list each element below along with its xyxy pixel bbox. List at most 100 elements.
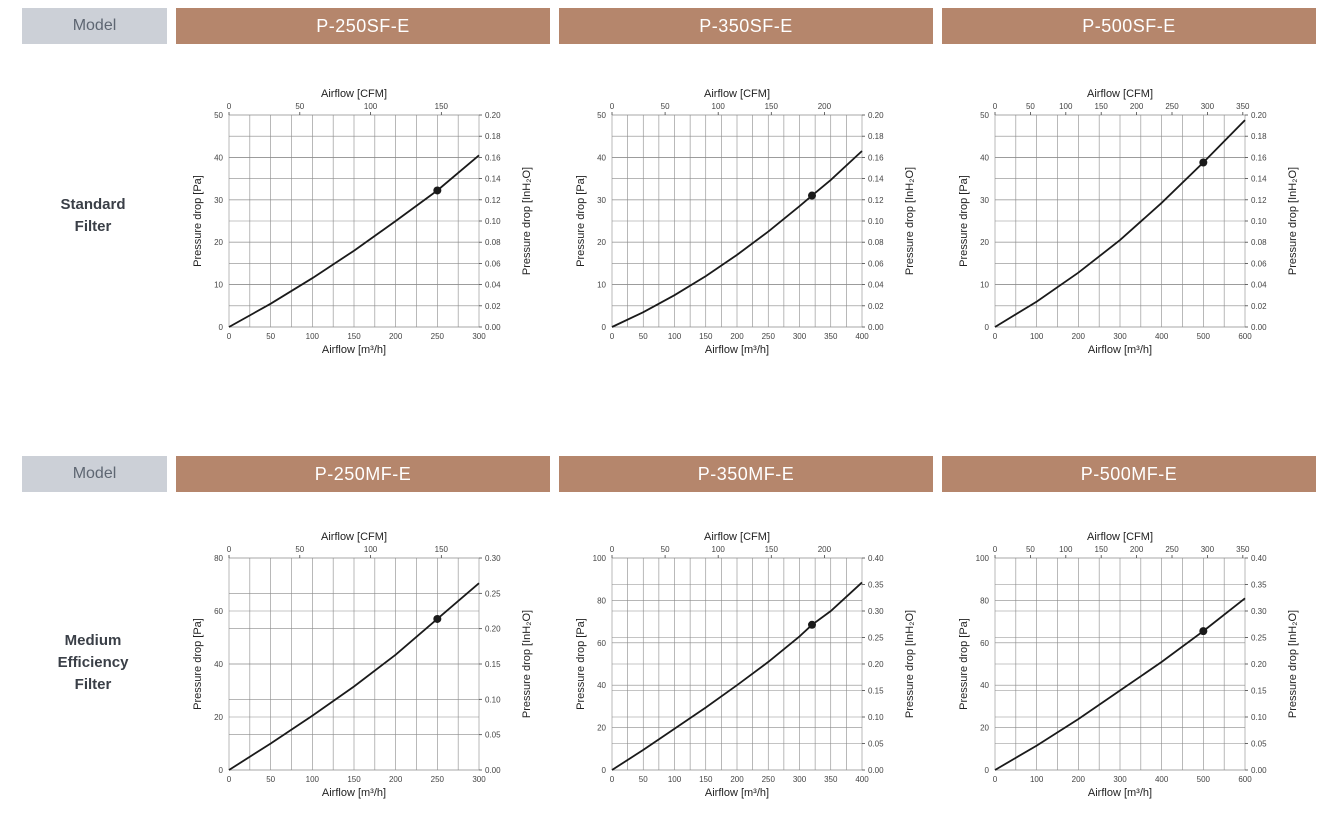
- x-tick-label: 200: [730, 775, 744, 784]
- y-tick-label: 0: [985, 323, 990, 332]
- y2-axis-title: Pressure drop [InH₂O]: [1287, 610, 1299, 718]
- y2-tick-label: 0.40: [1251, 554, 1267, 563]
- y-tick-label: 20: [214, 238, 223, 247]
- x-tick-label: 200: [389, 332, 403, 341]
- y-tick-label: 100: [976, 554, 990, 563]
- y-tick-label: 60: [980, 639, 989, 648]
- product-header-p500mf: P-500MF-E: [942, 456, 1316, 492]
- x-tick-label: 500: [1197, 332, 1211, 341]
- x-tick-label: 350: [824, 775, 838, 784]
- y2-tick-label: 0.18: [485, 132, 501, 141]
- row-label-line: Filter: [74, 676, 112, 693]
- x2-tick-label: 150: [765, 102, 779, 111]
- y-tick-label: 50: [597, 111, 606, 120]
- x2-tick-label: 150: [1095, 102, 1109, 111]
- x-tick-label: 600: [1238, 332, 1252, 341]
- y2-tick-label: 0.06: [868, 259, 884, 268]
- x-tick-label: 200: [1072, 332, 1086, 341]
- pressure-curve: [611, 150, 863, 328]
- y2-axis-title: Pressure drop [InH₂O]: [904, 610, 916, 718]
- y2-tick-label: 0.15: [868, 687, 884, 696]
- y-tick-label: 40: [597, 153, 606, 162]
- y-tick-label: 20: [214, 713, 223, 722]
- x-tick-label: 300: [472, 775, 486, 784]
- y2-tick-label: 0.30: [868, 607, 884, 616]
- x-tick-label: 0: [610, 332, 615, 341]
- y-tick-label: 40: [980, 681, 989, 690]
- x-tick-label: 250: [431, 332, 445, 341]
- y2-tick-label: 0.30: [1251, 607, 1267, 616]
- x-tick-label: 100: [306, 775, 320, 784]
- y2-tick-label: 0.30: [485, 554, 501, 563]
- y2-tick-label: 0.10: [868, 217, 884, 226]
- y-tick-label: 20: [597, 238, 606, 247]
- x-axis-title: Airflow [m³/h]: [705, 787, 769, 799]
- x-axis-title: Airflow [m³/h]: [322, 344, 386, 356]
- y-tick-label: 10: [597, 281, 606, 290]
- x-tick-label: 150: [699, 775, 713, 784]
- y-axis-title: Pressure drop [Pa]: [958, 175, 970, 267]
- x2-tick-label: 100: [1059, 545, 1073, 554]
- y-tick-label: 40: [214, 660, 223, 669]
- x2-tick-label: 100: [364, 102, 378, 111]
- x-tick-label: 150: [347, 775, 361, 784]
- y-tick-label: 20: [980, 238, 989, 247]
- x-tick-label: 0: [610, 775, 615, 784]
- x-tick-label: 150: [347, 332, 361, 341]
- y-tick-label: 30: [980, 196, 989, 205]
- x-tick-label: 100: [306, 332, 320, 341]
- x2-tick-label: 150: [435, 545, 449, 554]
- x2-tick-label: 0: [610, 545, 615, 554]
- x-axis-title: Airflow [m³/h]: [1088, 787, 1152, 799]
- y-tick-label: 30: [597, 196, 606, 205]
- x-tick-label: 100: [668, 775, 682, 784]
- y2-tick-label: 0.14: [868, 175, 884, 184]
- y2-tick-label: 0.35: [868, 581, 884, 590]
- row-label-line: Medium: [64, 632, 122, 649]
- x-axis-title: Airflow [m³/h]: [705, 344, 769, 356]
- x2-tick-label: 300: [1201, 102, 1215, 111]
- row-label-medium-efficiency-filter: Medium Efficiency Filter: [13, 630, 173, 696]
- x2-axis-title: Airflow [CFM]: [704, 531, 770, 543]
- y2-tick-label: 0.00: [868, 323, 884, 332]
- y2-tick-label: 0.00: [1251, 766, 1267, 775]
- y2-tick-label: 0.18: [1251, 132, 1267, 141]
- y-tick-label: 0: [219, 323, 224, 332]
- x-tick-label: 100: [1030, 775, 1044, 784]
- y2-tick-label: 0.20: [485, 625, 501, 634]
- y2-tick-label: 0.04: [485, 281, 501, 290]
- operating-point-marker: [1199, 627, 1208, 636]
- y2-tick-label: 0.25: [868, 634, 884, 643]
- x-tick-label: 200: [730, 332, 744, 341]
- y-axis-title: Pressure drop [Pa]: [958, 618, 970, 710]
- y2-tick-label: 0.12: [485, 196, 501, 205]
- row-label-line: Filter: [74, 218, 112, 235]
- y2-tick-label: 0.12: [868, 196, 884, 205]
- y2-tick-label: 0.08: [1251, 238, 1267, 247]
- y2-tick-label: 0.14: [485, 175, 501, 184]
- y2-tick-label: 0.05: [1251, 740, 1267, 749]
- y-tick-label: 10: [214, 281, 223, 290]
- x-tick-label: 500: [1197, 775, 1211, 784]
- row-label-line: Standard: [60, 196, 126, 213]
- x2-tick-label: 200: [818, 545, 832, 554]
- x2-tick-label: 0: [227, 545, 232, 554]
- x-tick-label: 0: [227, 332, 232, 341]
- chart-p350sf: 0 50 100 150 200 250 300 350 400 0 50 100 150 200 0 10 2…: [575, 88, 916, 356]
- x2-tick-label: 300: [1201, 545, 1215, 554]
- y2-tick-label: 0.40: [868, 554, 884, 563]
- y2-tick-label: 0.00: [485, 323, 501, 332]
- x-tick-label: 100: [1030, 332, 1044, 341]
- x2-tick-label: 50: [661, 102, 670, 111]
- x-tick-label: 300: [472, 332, 486, 341]
- y-tick-label: 0: [602, 323, 607, 332]
- model-header: Model: [22, 456, 167, 492]
- operating-point-marker: [1199, 158, 1208, 167]
- operating-point-marker: [433, 186, 442, 195]
- y-tick-label: 40: [214, 153, 223, 162]
- x-tick-label: 250: [431, 775, 445, 784]
- y-axis-title: Pressure drop [Pa]: [192, 618, 204, 710]
- row-label-standard-filter: Standard Filter: [13, 194, 173, 238]
- x-tick-label: 0: [993, 775, 998, 784]
- y2-tick-label: 0.15: [1251, 687, 1267, 696]
